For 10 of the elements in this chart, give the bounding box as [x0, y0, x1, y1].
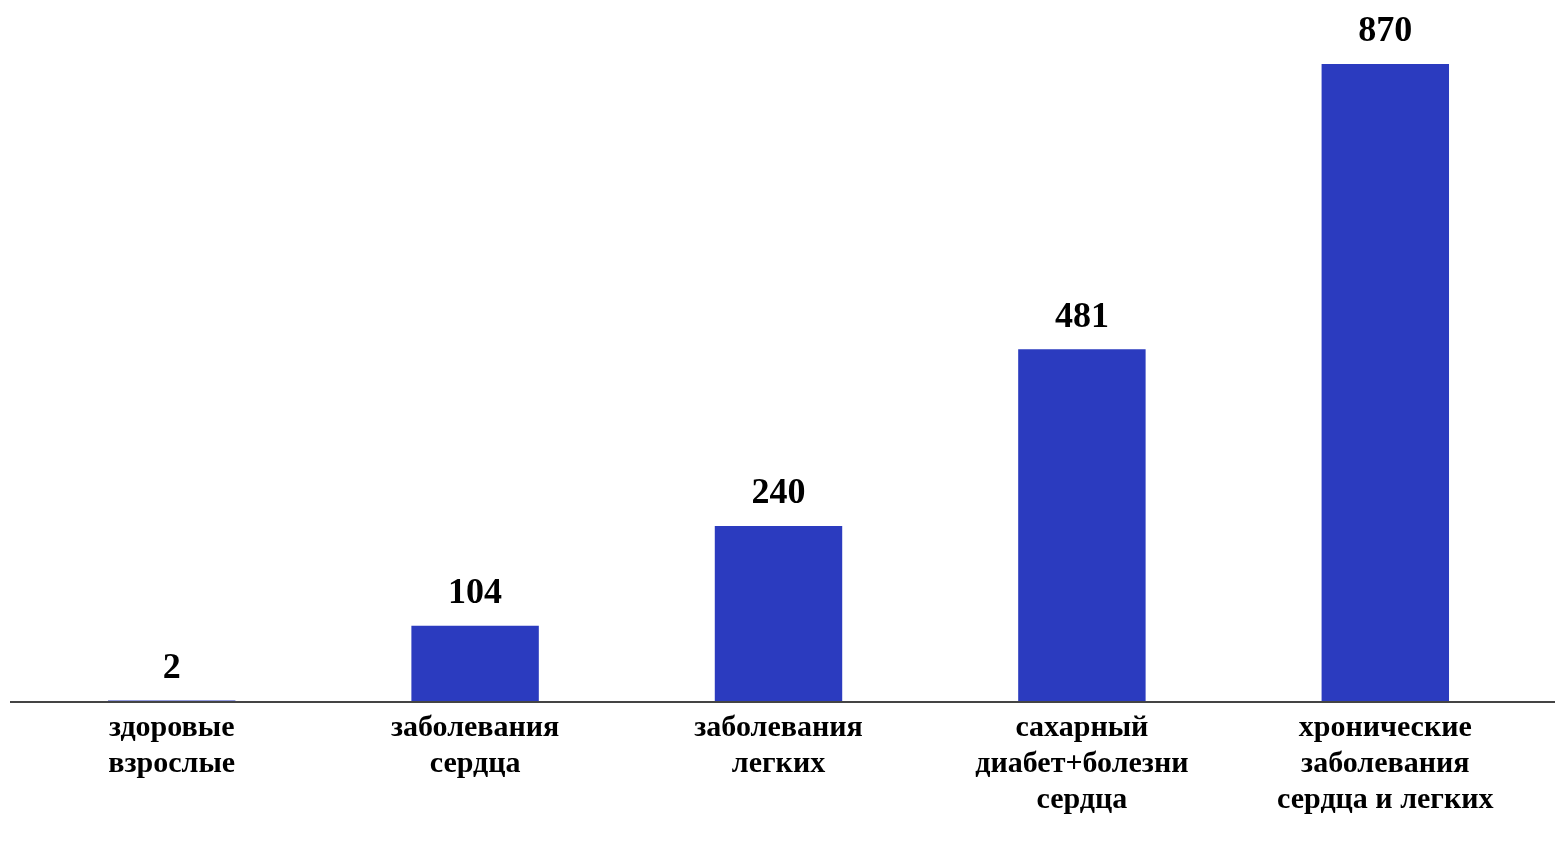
data-label: 240 — [751, 471, 806, 512]
data-label: 481 — [1054, 294, 1109, 335]
data-label: 104 — [448, 571, 503, 612]
data-label: 870 — [1358, 9, 1413, 50]
x-tick-label: здоровые взрослые — [108, 708, 236, 778]
x-tick-label: заболевания сердца — [390, 708, 560, 778]
x-tick-label: хронические заболевания сердца и легких — [1277, 708, 1494, 814]
x-tick-label: сахарный диабет+болезни сердца — [975, 708, 1189, 814]
data-label: 2 — [162, 645, 181, 686]
x-tick-label: заболевания легких — [694, 708, 863, 778]
